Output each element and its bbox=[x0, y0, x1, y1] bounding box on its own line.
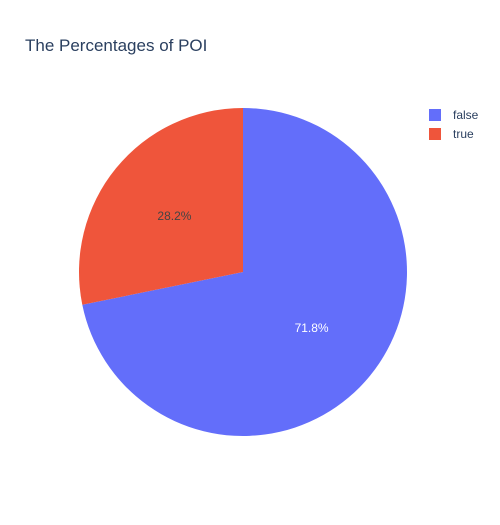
legend-label-false: false bbox=[453, 108, 479, 122]
pie-slice-false[interactable] bbox=[82, 108, 407, 436]
legend-item-true[interactable]: true bbox=[429, 127, 474, 141]
pie-slices bbox=[79, 108, 407, 436]
pie-slice-true[interactable] bbox=[79, 108, 243, 305]
pie-slice-labels: 71.8% 28.2% bbox=[157, 209, 329, 335]
slice-label-true: 28.2% bbox=[157, 209, 191, 223]
slice-label-false: 71.8% bbox=[295, 321, 329, 335]
legend: false true bbox=[429, 108, 479, 141]
legend-swatch-false bbox=[429, 109, 441, 121]
legend-label-true: true bbox=[453, 127, 474, 141]
chart-title: The Percentages of POI bbox=[25, 36, 207, 55]
legend-swatch-true bbox=[429, 128, 441, 140]
legend-item-false[interactable]: false bbox=[429, 108, 479, 122]
